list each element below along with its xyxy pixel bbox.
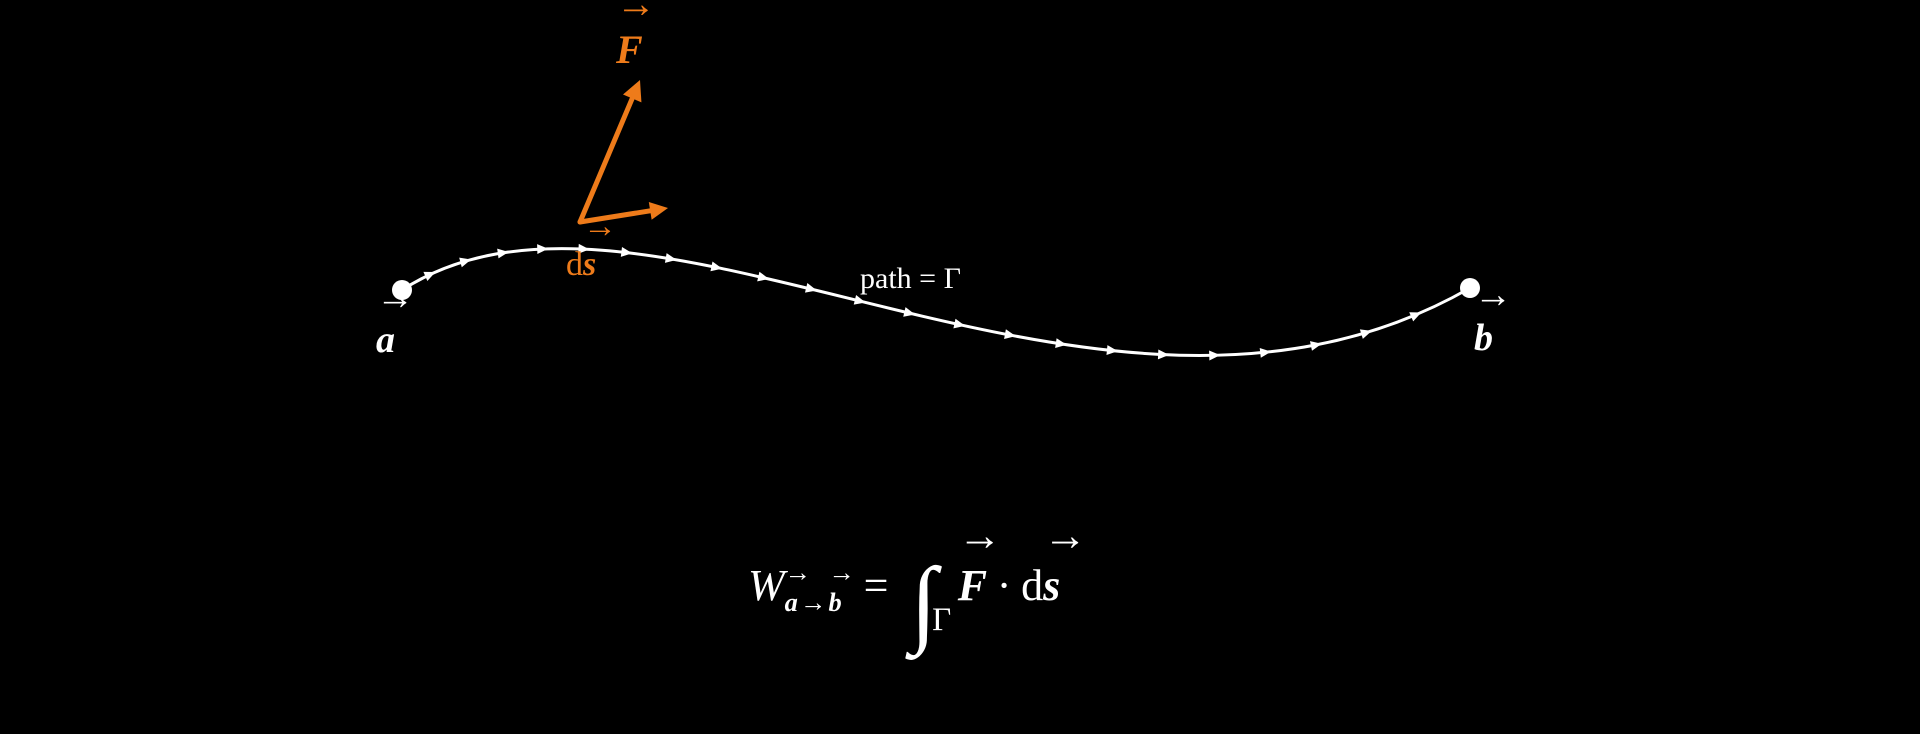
path-direction-arrow (1158, 349, 1169, 359)
equation-subscript: →a→→b (785, 587, 842, 617)
path-direction-arrow (1209, 351, 1220, 361)
endpoint-b-label: →b (1474, 316, 1493, 360)
endpoint-a-label: →a (376, 318, 395, 362)
equation-F: →F (958, 560, 987, 611)
equation-W: W (748, 561, 785, 610)
ds-vector-label: d→s (566, 246, 596, 284)
integral-subscript-gamma: Γ (932, 602, 951, 638)
path-gamma-label: path = Γ (860, 262, 961, 296)
path-direction-arrow (665, 253, 677, 263)
path-direction-arrow (1360, 329, 1372, 338)
path-direction-arrow (1004, 329, 1016, 339)
equation-s: →s (1043, 560, 1060, 611)
work-line-integral-equation: W→a→→b = ∫Γ→F·d→s (748, 560, 1060, 640)
path-direction-arrow (537, 244, 548, 254)
ds-vector-head (649, 202, 668, 220)
path-direction-arrow (1310, 341, 1322, 351)
force-vector-label: →F (616, 26, 643, 73)
force-vector (580, 98, 632, 222)
